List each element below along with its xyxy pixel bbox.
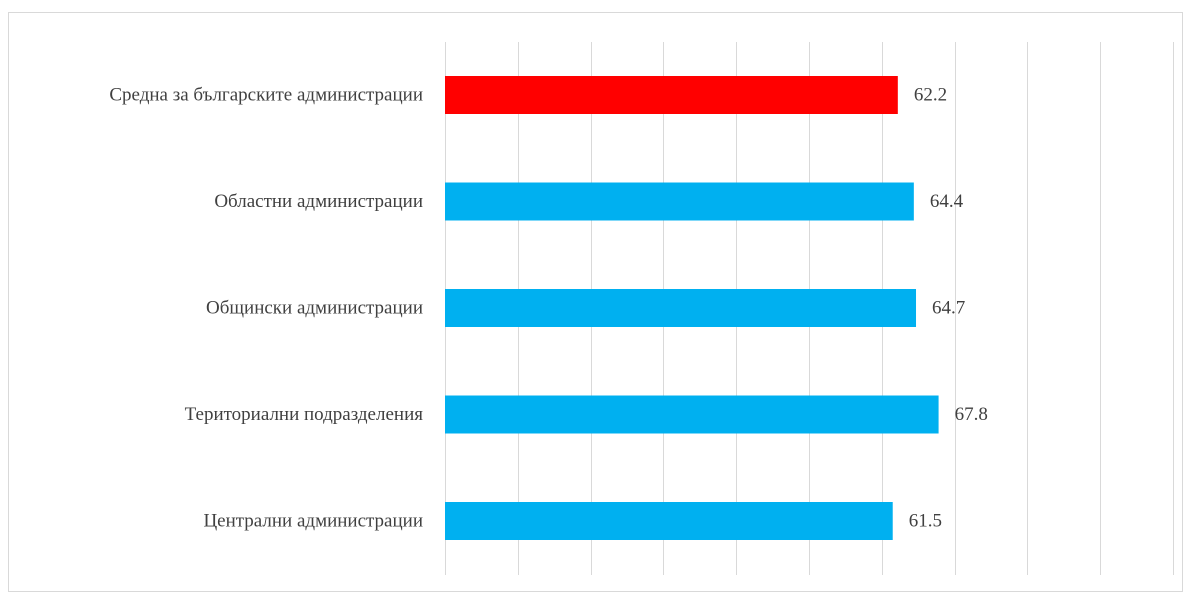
gridlines <box>445 42 1174 575</box>
value-label: 64.7 <box>932 298 965 319</box>
bar <box>445 395 939 434</box>
value-label: 62.2 <box>914 85 947 106</box>
category-labels: Средна за българските администрации Облас… <box>109 85 423 532</box>
value-label: 67.8 <box>955 404 988 425</box>
bars <box>445 76 939 540</box>
category-label: Средна за българските администрации <box>109 85 423 106</box>
bar <box>445 182 914 221</box>
bar <box>445 76 898 114</box>
category-label: Централни администрации <box>203 511 423 532</box>
value-label: 64.4 <box>930 191 964 212</box>
category-label: Териториални подразделения <box>185 404 424 425</box>
category-label: Общински администрации <box>206 298 423 319</box>
value-label: 61.5 <box>909 511 942 532</box>
bar <box>445 289 917 327</box>
bar <box>445 502 893 540</box>
value-labels: 62.2 64.4 64.7 67.8 61.5 <box>909 85 988 532</box>
category-label: Областни администрации <box>214 191 423 212</box>
